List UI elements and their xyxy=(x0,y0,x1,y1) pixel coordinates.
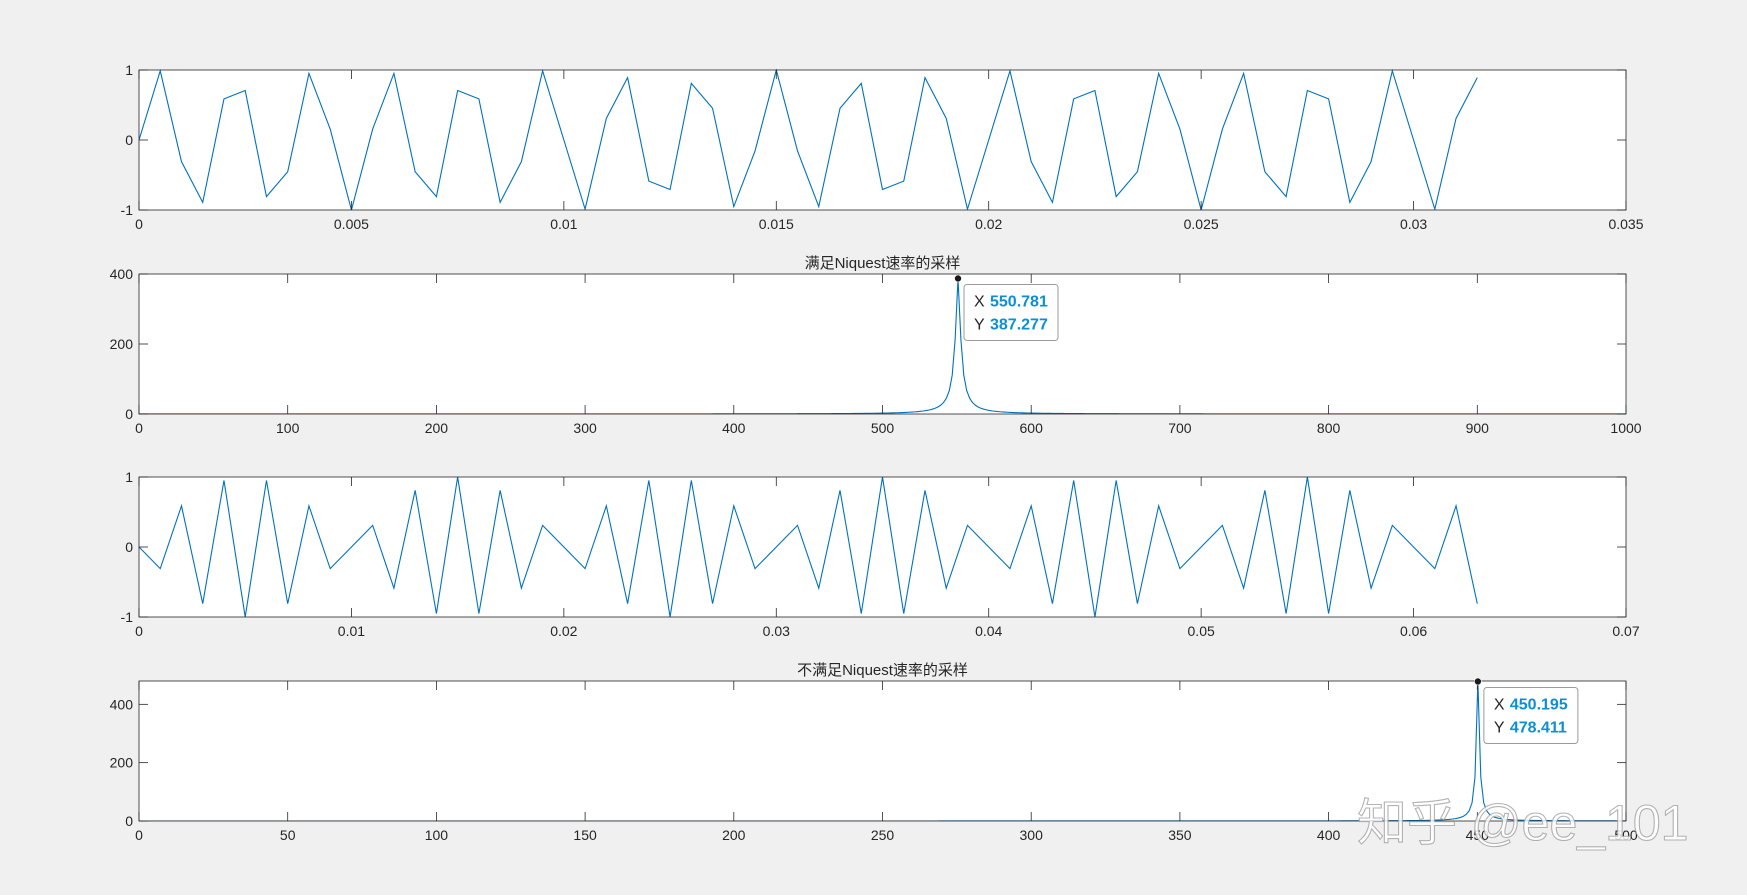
y-tick-label: 400 xyxy=(110,266,134,282)
x-tick-label: 600 xyxy=(1020,420,1044,436)
y-tick-label: 200 xyxy=(110,755,134,771)
x-tick-label: 0 xyxy=(135,216,143,232)
x-tick-label: 250 xyxy=(871,827,895,843)
datatip-marker[interactable] xyxy=(1474,677,1482,686)
x-tick-label: 0.06 xyxy=(1400,623,1427,639)
datatip[interactable]: X 450.195 Y 478.411 xyxy=(1474,677,1579,744)
datatip-y-value: 478.411 xyxy=(1510,719,1567,736)
x-tick-label: 100 xyxy=(425,827,449,843)
axes-background xyxy=(139,681,1626,821)
plot-title: 满足Niquest速率的采样 xyxy=(805,255,961,272)
subplot-1: 0 0.005 0.01 0.015 0.02 0.025 0.03 0.035-101 xyxy=(121,62,1644,232)
y-tick-label: 1 xyxy=(125,469,133,485)
x-tick-label: 300 xyxy=(1020,827,1044,843)
x-tick-label: 0.035 xyxy=(1608,216,1643,232)
x-tick-label: 0.01 xyxy=(338,623,365,639)
subplot-4: 0 50 100 150 200 250 300 350 400 450 500 0 200 400 不满足… xyxy=(110,662,1638,843)
y-tick-label: 200 xyxy=(110,336,134,352)
y-tick-label: 0 xyxy=(125,406,133,422)
datatip-y-label: Y xyxy=(1494,719,1505,736)
series-line xyxy=(139,476,1478,617)
x-tick-label: 800 xyxy=(1317,420,1341,436)
x-tick-label: 500 xyxy=(871,420,895,436)
series-line xyxy=(139,69,1478,210)
datatip-y-label: Y xyxy=(974,316,985,333)
x-tick-label: 0 xyxy=(135,827,143,843)
x-tick-label: 100 xyxy=(276,420,300,436)
x-tick-label: 0.005 xyxy=(334,216,369,232)
x-tick-label: 200 xyxy=(425,420,449,436)
y-tick-label: -1 xyxy=(121,202,134,218)
x-tick-label: 500 xyxy=(1614,827,1638,843)
datatip-marker[interactable] xyxy=(954,274,962,283)
datatip-x-value: 450.195 xyxy=(1510,696,1568,713)
x-tick-label: 150 xyxy=(573,827,597,843)
datatip[interactable]: X 550.781 Y 387.277 xyxy=(954,274,1059,341)
y-tick-label: 0 xyxy=(125,132,133,148)
x-tick-label: 900 xyxy=(1466,420,1490,436)
x-tick-label: 0.01 xyxy=(550,216,577,232)
axes-background xyxy=(139,274,1626,414)
x-tick-label: 300 xyxy=(573,420,597,436)
x-tick-label: 0.015 xyxy=(759,216,794,232)
x-tick-label: 350 xyxy=(1168,827,1192,843)
y-tick-label: 1 xyxy=(125,62,133,78)
x-tick-label: 0.04 xyxy=(975,623,1002,639)
datatip-x-label: X xyxy=(1494,696,1505,713)
subplot-3: 0 0.01 0.02 0.03 0.04 0.05 0.06 0.07-101 xyxy=(121,469,1640,639)
x-tick-label: 700 xyxy=(1168,420,1192,436)
x-tick-label: 450 xyxy=(1466,827,1490,843)
x-tick-label: 0.03 xyxy=(1400,216,1427,232)
x-tick-label: 0.025 xyxy=(1184,216,1219,232)
datatip-x-value: 550.781 xyxy=(990,293,1048,310)
x-tick-label: 0.03 xyxy=(763,623,790,639)
x-tick-label: 1000 xyxy=(1610,420,1641,436)
datatip-y-value: 387.277 xyxy=(990,316,1048,333)
x-tick-label: 0.07 xyxy=(1612,623,1639,639)
x-tick-label: 400 xyxy=(722,420,746,436)
y-tick-label: -1 xyxy=(121,609,134,625)
x-tick-label: 0.02 xyxy=(975,216,1002,232)
datatip-box xyxy=(1483,686,1579,744)
x-tick-label: 0.05 xyxy=(1188,623,1215,639)
datatip-x-label: X xyxy=(974,293,985,310)
x-tick-label: 50 xyxy=(280,827,296,843)
y-tick-label: 400 xyxy=(110,696,134,712)
axes-background xyxy=(139,477,1626,617)
x-tick-label: 400 xyxy=(1317,827,1341,843)
datatip-box xyxy=(963,283,1059,341)
subplot-2: 0 100 200 300 400 500 600 700 800 900 1000 0 200 400 满… xyxy=(110,255,1642,436)
x-tick-label: 0 xyxy=(135,420,143,436)
y-tick-label: 0 xyxy=(125,539,133,555)
x-tick-label: 200 xyxy=(722,827,746,843)
y-tick-label: 0 xyxy=(125,813,133,829)
x-tick-label: 0.02 xyxy=(550,623,577,639)
x-tick-label: 0 xyxy=(135,623,143,639)
plot-title: 不满足Niquest速率的采样 xyxy=(797,662,968,679)
watermark-text: 知乎 @ee_101 xyxy=(1357,795,1689,851)
